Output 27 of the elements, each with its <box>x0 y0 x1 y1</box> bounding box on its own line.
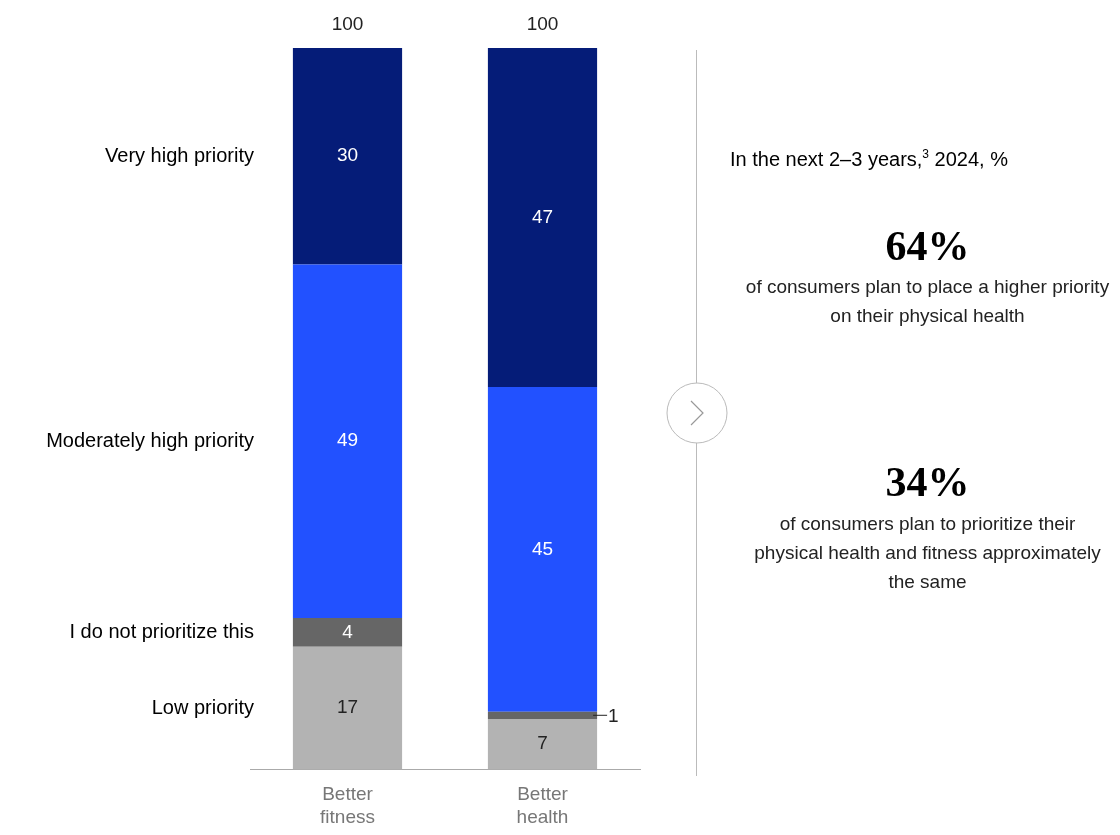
text: of consumers plan to place a higher priority on their physical health <box>745 275 1110 328</box>
bar <box>292 264 403 618</box>
x-tick-label: Better health <box>516 783 569 827</box>
text: 34% <box>884 458 971 506</box>
data-label: 4 <box>342 620 354 642</box>
series-label: Very high priority <box>105 143 254 166</box>
bar <box>487 48 598 388</box>
data-label: 30 <box>336 144 359 166</box>
data-label: 17 <box>336 696 359 718</box>
text: In the next 2–3 years,$^{3}$ 2024, % <box>730 147 1009 171</box>
x-tick-label: Better fitness <box>320 783 375 827</box>
bar <box>487 387 598 712</box>
data-label: 49 <box>336 429 359 451</box>
total-label: 100 <box>526 12 559 34</box>
bar <box>292 617 403 647</box>
bar <box>487 711 598 719</box>
bar <box>292 48 403 265</box>
text: of consumers plan to prioritize their physical health and fitness approximately the same <box>753 512 1102 594</box>
data-label: 7 <box>537 732 548 754</box>
series-label: I do not prioritize this <box>69 619 254 642</box>
series-label: Moderately high priority <box>46 428 254 451</box>
data-label: 45 <box>531 537 554 559</box>
data-label: 1 <box>608 704 619 726</box>
data-label: 47 <box>531 205 554 227</box>
total-label: 100 <box>331 12 364 34</box>
series-label: Low priority <box>151 695 254 718</box>
text: 64% <box>884 222 971 270</box>
